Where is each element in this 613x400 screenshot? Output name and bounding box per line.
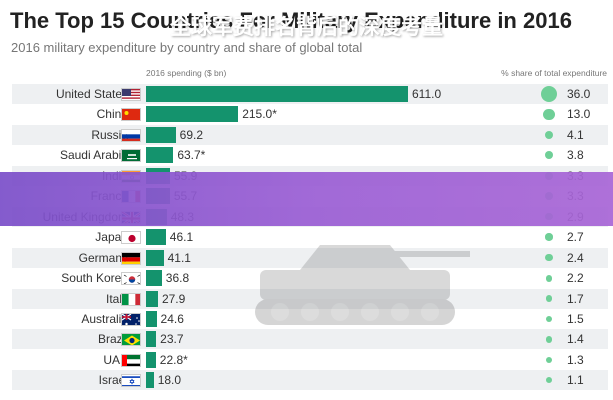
table-row: Germany 41.1 2.4	[12, 247, 608, 268]
flag-kr-icon	[121, 272, 141, 286]
share-value-label: 2.7	[567, 230, 584, 245]
share-value-label: 1.4	[567, 332, 584, 347]
flag-au-icon	[121, 312, 141, 326]
spending-bar	[146, 249, 164, 266]
spending-value-label: 22.8*	[159, 352, 188, 367]
spending-value-label: 46.1	[169, 230, 194, 245]
table-row: UAE 22.8* 1.3	[12, 350, 608, 370]
flag-il-icon	[121, 374, 141, 388]
table-row: Russia 69.2 4.1	[12, 124, 608, 145]
flag-de-icon	[121, 251, 141, 265]
share-dot	[545, 274, 553, 282]
spending-value-label: 18.0	[157, 373, 182, 388]
share-dot	[545, 295, 553, 302]
share-dot	[544, 130, 554, 139]
flag-jp-icon	[121, 231, 141, 245]
share-value-label: 2.2	[567, 271, 584, 286]
spending-bar	[146, 290, 158, 307]
table-row: United States 611.0 36.0	[12, 84, 608, 104]
flag-it-icon	[121, 292, 141, 306]
spending-value-label: 23.7	[160, 332, 184, 347]
flag-ru-icon	[121, 128, 141, 142]
table-row: Brazil 23.7 1.4	[12, 329, 608, 350]
chart-subtitle: 2016 military expenditure by country and…	[11, 40, 363, 55]
country-label: United States	[55, 87, 128, 101]
spending-bar	[146, 310, 157, 327]
country-label: Australia	[81, 311, 128, 326]
table-row: China 215.0* 13.0	[12, 104, 608, 124]
share-value-label: 1.3	[567, 352, 584, 367]
spending-bar	[146, 331, 157, 348]
share-dot	[545, 356, 553, 363]
table-row: Australia 24.6 1.5	[12, 309, 608, 329]
spending-bar	[146, 351, 156, 368]
table-row: Italy 27.9 1.7	[12, 288, 608, 309]
share-column-header: % share of total expenditure	[501, 68, 607, 78]
spending-bar	[146, 372, 154, 389]
country-label: Japan	[95, 230, 128, 245]
overlay-banner	[0, 172, 613, 226]
flag-cn-icon	[121, 108, 141, 122]
share-dot	[543, 108, 555, 121]
country-label: Russia	[91, 127, 128, 142]
chart-rows: United States 611.0 36.0 China 215.0* 13.0 Rus…	[0, 84, 613, 391]
share-dot	[545, 233, 553, 241]
table-row: South Korea 36.8 2.2	[12, 268, 608, 288]
chart-title: The Top 15 Countries For Military Expend…	[10, 8, 572, 33]
flag-sa-icon	[121, 149, 141, 163]
share-value-label: 13.0	[567, 107, 591, 122]
country-label: China	[96, 107, 128, 122]
spending-bar	[146, 147, 174, 164]
table-row: Japan 46.1 2.7	[12, 227, 608, 247]
spending-bar	[146, 106, 239, 123]
spending-value-label: 215.0*	[242, 107, 277, 122]
spending-value-label: 69.2	[179, 127, 204, 142]
share-dot	[541, 86, 557, 102]
flag-us-icon	[121, 88, 141, 101]
table-row: Saudi Arabia 63.7* 3.8	[12, 145, 608, 165]
country-label: South Korea	[61, 271, 128, 286]
spending-value-label: 24.6	[160, 311, 184, 326]
country-label: Brazil	[97, 332, 128, 347]
share-value-label: 1.7	[567, 291, 584, 306]
share-dot	[545, 336, 553, 343]
spending-column-header: 2016 spending ($ bn)	[146, 68, 227, 78]
share-value-label: 2.4	[567, 250, 584, 265]
flag-ae-icon	[121, 353, 141, 367]
overlay-banner-text: 全球军费排名背后的深度考量	[170, 15, 443, 39]
share-value-label: 3.8	[567, 148, 584, 163]
country-label: Israel	[98, 373, 128, 388]
spending-value-label: 63.7*	[177, 148, 206, 163]
spending-value-label: 611.0	[412, 87, 442, 101]
table-row: Israel 18.0 1.1	[12, 370, 608, 391]
share-value-label: 1.1	[567, 373, 584, 388]
share-value-label: 1.5	[567, 311, 584, 326]
country-label: Germany	[78, 250, 128, 265]
share-value-label: 36.0	[567, 87, 591, 101]
tank-watermark-icon	[255, 245, 470, 325]
country-label: Saudi Arabia	[59, 148, 128, 163]
spending-bar	[146, 126, 176, 143]
spending-bar	[146, 229, 166, 246]
share-dot	[545, 315, 553, 323]
share-dot	[545, 254, 553, 262]
spending-value-label: 36.8	[165, 271, 190, 286]
share-dot	[545, 377, 553, 384]
flag-br-icon	[121, 333, 141, 347]
spending-bar	[146, 270, 162, 287]
share-value-label: 4.1	[567, 127, 584, 142]
share-dot	[545, 151, 553, 160]
spending-bar	[146, 86, 408, 102]
spending-value-label: 41.1	[167, 250, 191, 265]
spending-value-label: 27.9	[161, 291, 186, 306]
